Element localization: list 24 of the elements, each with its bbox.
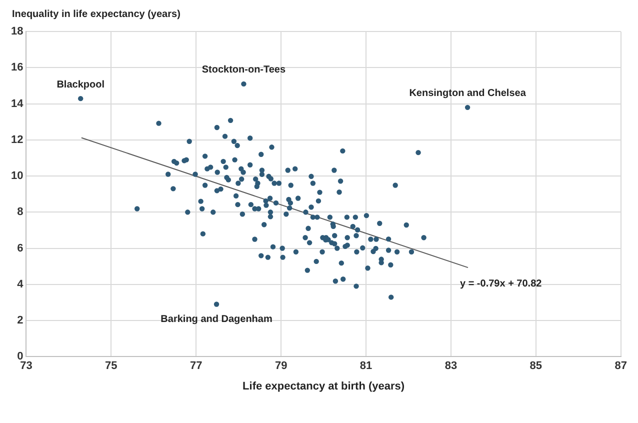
x-tick-label: 83 [444, 360, 458, 372]
x-tick-label: 73 [20, 360, 32, 372]
y-tick-label: 2 [17, 314, 24, 327]
y-tick-label: 18 [10, 26, 24, 38]
y-tick-label: 16 [10, 62, 24, 74]
y-tick-label: 6 [17, 242, 24, 254]
y-tick-label: 8 [17, 206, 24, 218]
annotation: y = -0.79x + 70.82 [460, 278, 542, 290]
annotation: Kensington and Chelsea [409, 88, 526, 100]
x-tick-label: 79 [274, 360, 288, 372]
x-tick-label: 85 [530, 360, 542, 372]
x-tick-label: 87 [614, 360, 628, 372]
y-tick-label: 14 [10, 98, 24, 110]
y-tick-label: 12 [10, 134, 24, 146]
annotation: Blackpool [56, 79, 105, 90]
x-axis-title: Life expectancy at birth (years) [242, 380, 405, 392]
y-axis-title: Inequality in life expectancy (years) [12, 8, 182, 22]
y-tick-label: 10 [10, 170, 24, 182]
x-tick-label: 75 [105, 360, 118, 372]
y-tick-label: 4 [17, 278, 24, 290]
x-tick-label: 77 [190, 360, 202, 372]
x-tick-label: 81 [360, 360, 372, 372]
annotation: Stockton-on-Tees [202, 64, 286, 76]
annotation: Barking and Dagenham [160, 314, 272, 325]
